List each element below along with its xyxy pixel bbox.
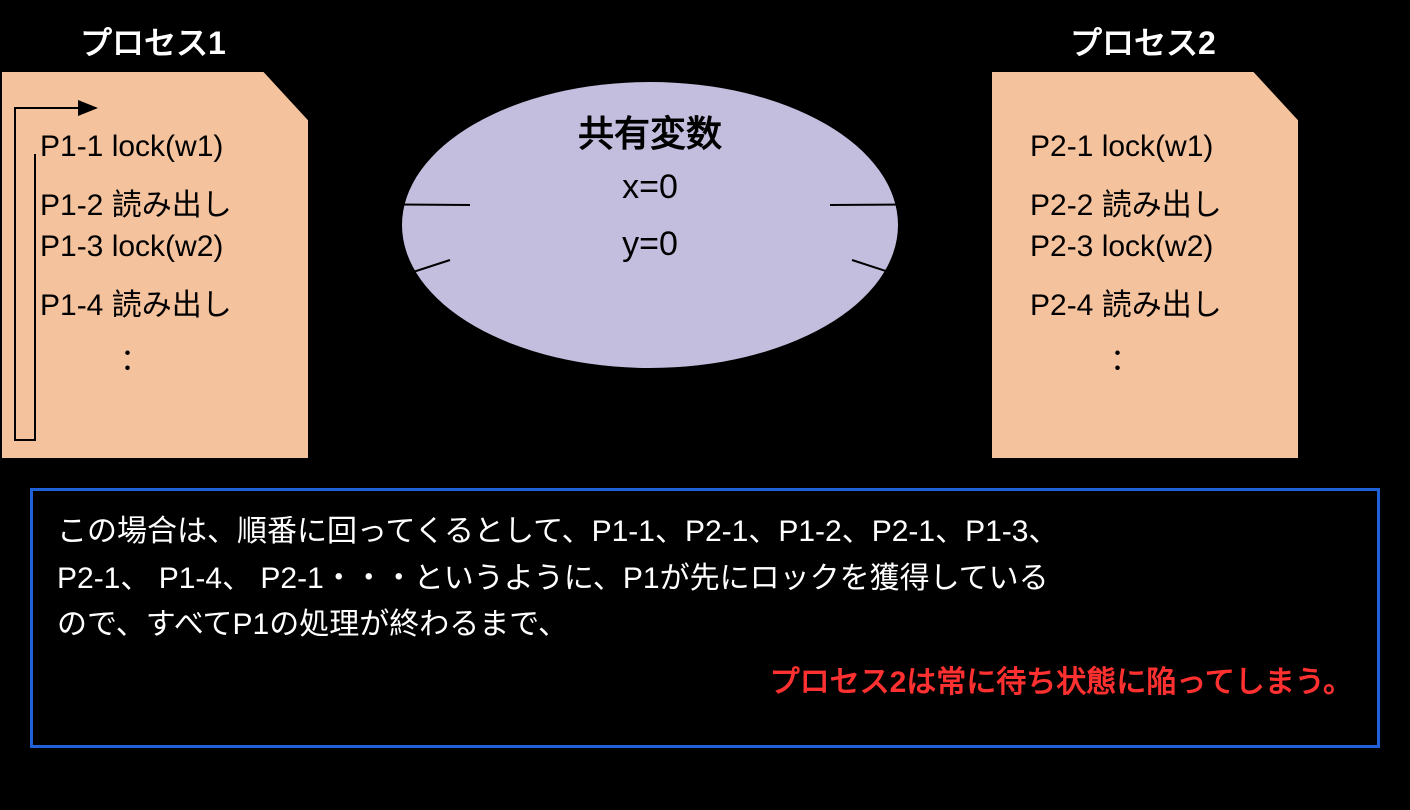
info-box: この場合は、順番に回ってくるとして、P1-1、P2-1、P1-2、P2-1、P1…: [30, 488, 1380, 748]
info-line2: P2-1、 P1-4、 P2-1・・・というように、P1が先にロックを獲得してい…: [57, 556, 1353, 603]
info-line1: この場合は、順番に回ってくるとして、P1-1、P2-1、P1-2、P2-1、P1…: [57, 509, 1353, 556]
process2-label: プロセス2: [1070, 18, 1216, 64]
process1-box: [0, 70, 310, 460]
shared-y: y=0: [400, 225, 900, 264]
p1-line3: P1-3 lock(w2): [40, 230, 223, 264]
p2-line1: P2-1 lock(w1): [1030, 130, 1213, 164]
p1-line1: P1-1 lock(w1): [40, 130, 223, 164]
process2-box: [990, 70, 1300, 460]
info-line3: ので、すべてP1の処理が終わるまで、: [57, 602, 1353, 649]
p2-line3: P2-3 lock(w2): [1030, 230, 1213, 264]
shared-x: x=0: [400, 168, 900, 207]
info-red: プロセス2は常に待ち状態に陥ってしまう。: [57, 657, 1353, 701]
p1-line2: P1-2 読み出し: [40, 180, 232, 224]
p1-line4: P1-4 読み出し: [40, 280, 232, 324]
process1-label: プロセス1: [80, 18, 226, 64]
p2-line4: P2-4 読み出し: [1030, 280, 1222, 324]
p2-line2: P2-2 読み出し: [1030, 180, 1222, 224]
p2-dots: ：: [1110, 335, 1140, 379]
p1-dots: ：: [120, 335, 150, 379]
shared-title: 共有変数: [400, 105, 900, 157]
